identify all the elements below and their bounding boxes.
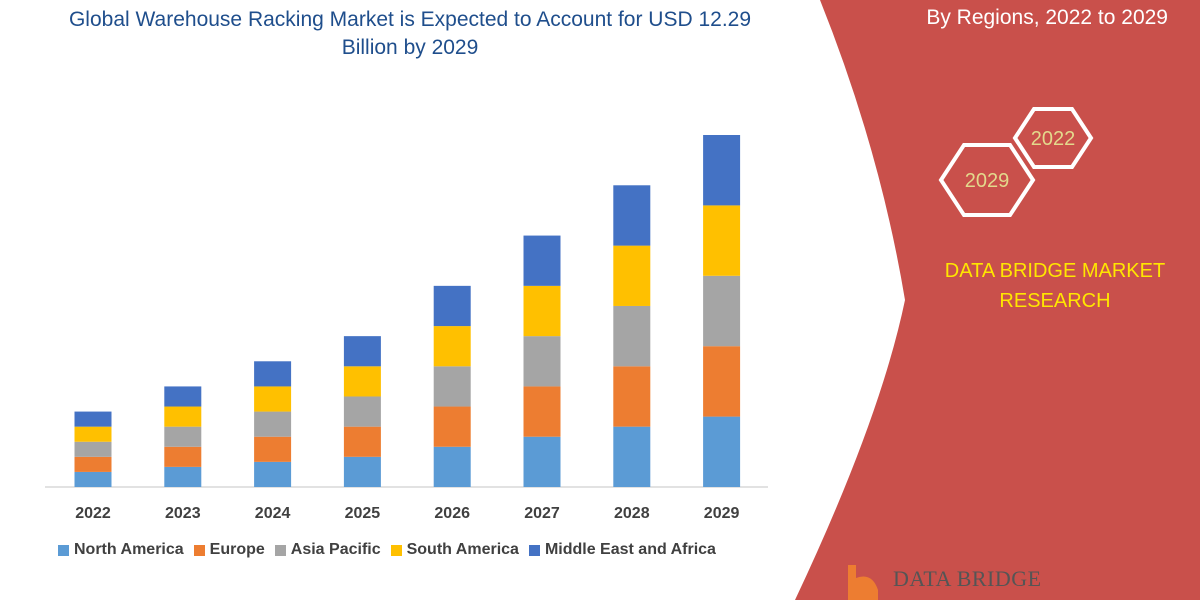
x-tick-label: 2022 (75, 505, 111, 522)
bar-segment-middle-east-and-africa-2022 (74, 411, 112, 427)
logo-icon (848, 565, 878, 600)
bar-segment-asia-pacific-2027 (523, 336, 561, 387)
legend-swatch (58, 544, 69, 556)
legend-label: North America (74, 541, 184, 558)
bar-segment-asia-pacific-2022 (74, 441, 112, 457)
legend-item: Europe (193, 541, 265, 559)
bar-segment-north-america-2028 (613, 426, 651, 487)
bar-segment-north-america-2024 (254, 461, 292, 487)
x-tick-label: 2029 (704, 505, 740, 522)
bar-segment-middle-east-and-africa-2027 (523, 235, 561, 286)
bar-segment-north-america-2025 (343, 456, 381, 487)
legend-label: South America (406, 541, 519, 558)
bar-segment-europe-2026 (433, 406, 471, 447)
hexagon-2029 (938, 142, 1036, 218)
bar-segment-asia-pacific-2026 (433, 366, 471, 407)
legend-label: Asia Pacific (290, 541, 381, 558)
bar-segment-middle-east-and-africa-2028 (613, 185, 651, 246)
bar-segment-north-america-2029 (703, 416, 741, 487)
bar-segment-middle-east-and-africa-2023 (164, 386, 202, 407)
bar-segment-asia-pacific-2029 (703, 275, 741, 347)
legend-label: Europe (209, 541, 265, 558)
logo-text: DATA BRIDGE (893, 566, 1042, 591)
bar-segment-middle-east-and-africa-2026 (433, 285, 471, 327)
bar-segment-south-america-2023 (164, 406, 202, 427)
bar-segment-north-america-2026 (433, 446, 471, 487)
legend-item: South America (390, 541, 519, 559)
hexagon-label: 2022 (1031, 128, 1076, 150)
x-tick-label: 2023 (165, 505, 201, 522)
bar-segment-south-america-2022 (74, 426, 112, 442)
legend: North America Europe Asia Pacific South Ame… (58, 541, 716, 559)
bar-segment-south-america-2025 (343, 366, 381, 397)
bar-segment-europe-2027 (523, 386, 561, 437)
legend-item: North America (58, 541, 184, 559)
legend-swatch (390, 544, 402, 556)
chart-title: Global Warehouse Racking Market is Expec… (68, 8, 752, 59)
bar-segment-middle-east-and-africa-2024 (254, 361, 292, 387)
bar-segment-asia-pacific-2023 (164, 426, 202, 447)
chart-subtitle: By Regions, 2022 to 2029 (926, 6, 1168, 29)
legend-swatch (528, 544, 540, 556)
bar-segment-middle-east-and-africa-2029 (703, 135, 741, 206)
x-tick-label: 2027 (524, 505, 560, 522)
hexagon-2022 (1012, 107, 1094, 169)
brand-text: DATA BRIDGE MARKET RESEARCH (944, 260, 1166, 312)
legend-swatch (274, 544, 286, 556)
bar-segment-europe-2022 (74, 456, 112, 472)
bar-segment-south-america-2024 (254, 386, 292, 412)
bar-segment-europe-2025 (343, 426, 381, 457)
bar-segment-europe-2028 (613, 366, 651, 427)
bar-segment-asia-pacific-2024 (254, 411, 292, 437)
red-panel (795, 0, 1200, 600)
x-tick-label: 2025 (345, 505, 381, 522)
bar-segment-south-america-2028 (613, 245, 651, 306)
bar-segment-south-america-2026 (433, 326, 471, 367)
bar-segment-north-america-2022 (74, 471, 112, 487)
bar-segment-asia-pacific-2028 (613, 305, 651, 367)
hexagon-label: 2029 (965, 170, 1010, 192)
x-tick-label: 2028 (614, 505, 650, 522)
bar-segment-north-america-2027 (523, 436, 561, 487)
bar-segment-south-america-2029 (703, 205, 741, 276)
bar-segment-middle-east-and-africa-2025 (343, 336, 381, 367)
x-tick-label: 2024 (255, 505, 291, 522)
legend-item: Middle East and Africa (528, 541, 716, 559)
bar-segment-europe-2024 (254, 436, 292, 462)
bar-segment-north-america-2023 (164, 466, 202, 487)
bar-segment-asia-pacific-2025 (343, 396, 381, 427)
legend-swatch (193, 544, 205, 556)
legend-label: Middle East and Africa (544, 541, 716, 558)
x-tick-label: 2026 (434, 505, 470, 522)
legend-item: Asia Pacific (274, 541, 381, 559)
bar-segment-south-america-2027 (523, 285, 561, 337)
bar-segment-europe-2029 (703, 346, 741, 417)
bar-segment-europe-2023 (164, 446, 202, 467)
